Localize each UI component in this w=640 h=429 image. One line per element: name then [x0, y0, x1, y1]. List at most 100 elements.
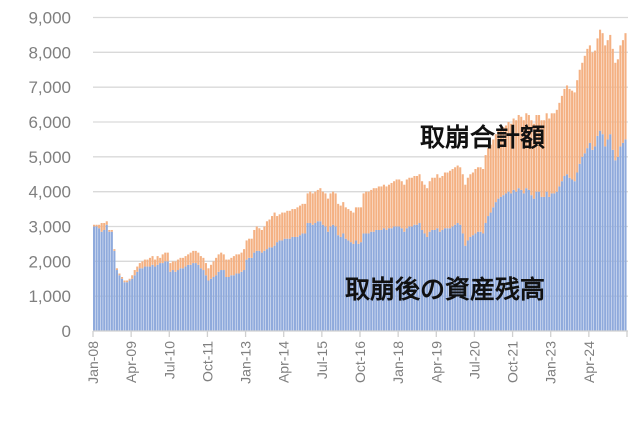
bar-withdrawal: [604, 45, 607, 147]
bar-balance: [482, 233, 485, 331]
bar-withdrawal: [194, 250, 197, 264]
bar-withdrawal: [375, 188, 378, 230]
bar-withdrawal: [146, 259, 149, 267]
bar-withdrawal: [466, 177, 469, 241]
bar-withdrawal: [555, 109, 558, 192]
x-tick-label: Jul-15: [314, 341, 330, 379]
bar-balance: [517, 188, 520, 331]
x-tick-label: Oct-21: [505, 341, 521, 383]
bar-balance: [276, 242, 279, 331]
bar-withdrawal: [138, 263, 141, 269]
bar-withdrawal: [482, 169, 485, 234]
bar-balance: [293, 236, 296, 331]
bar-balance: [367, 233, 370, 331]
bar-balance: [530, 195, 533, 331]
bar-balance: [237, 273, 241, 331]
bar-withdrawal: [504, 125, 508, 194]
bar-balance: [204, 275, 207, 331]
bar-withdrawal: [143, 259, 146, 267]
bar-balance: [288, 238, 291, 331]
bar-withdrawal: [428, 181, 431, 232]
bar-withdrawal: [459, 167, 462, 225]
bar-withdrawal: [291, 209, 294, 237]
bar-withdrawal: [586, 48, 589, 149]
bar-withdrawal: [342, 202, 345, 234]
bar-withdrawal: [431, 177, 434, 230]
bar-balance: [148, 266, 152, 331]
bar-balance: [344, 238, 347, 331]
bar-balance: [487, 216, 490, 331]
bar-balance: [187, 264, 190, 331]
bar-withdrawal: [436, 174, 439, 229]
bar-withdrawal: [507, 122, 510, 192]
bar-withdrawal: [265, 221, 268, 250]
bar-balance: [258, 250, 261, 331]
annotation-remaining-balance: 取崩後の資産残高: [345, 275, 545, 304]
bar-balance: [372, 231, 375, 331]
bar-balance: [586, 148, 589, 331]
bar-withdrawal: [288, 210, 291, 239]
bar-balance: [154, 266, 157, 331]
bar-withdrawal: [187, 254, 190, 265]
bar-withdrawal: [344, 207, 347, 239]
bar-withdrawal: [263, 226, 266, 251]
bar-withdrawal: [596, 38, 599, 136]
bar-balance: [255, 250, 258, 331]
bar-withdrawal: [591, 52, 594, 150]
bar-balance: [110, 231, 113, 331]
bar-withdrawal: [235, 254, 238, 274]
bar-balance: [520, 189, 523, 331]
bar-balance: [321, 224, 324, 331]
bar-balance: [329, 226, 332, 331]
bar-balance: [301, 233, 304, 331]
bar-withdrawal: [606, 40, 609, 140]
bar-balance: [395, 226, 398, 331]
bar-balance: [532, 198, 535, 331]
bar-withdrawal: [530, 120, 533, 196]
bar-withdrawal: [464, 184, 467, 246]
bar-balance: [527, 189, 530, 331]
bar-withdrawal: [365, 191, 368, 234]
bar-withdrawal: [131, 275, 134, 279]
x-axis-ticks: Jan-08 Apr-09 Jul-10 Oct-11 Jan-13 Apr-14 Jul-…: [85, 331, 628, 384]
bar-balance: [596, 135, 599, 331]
bar-balance: [578, 163, 581, 331]
bar-balance: [512, 189, 515, 331]
bar-withdrawal: [410, 177, 413, 227]
bar-withdrawal: [197, 252, 200, 265]
bar-balance: [349, 242, 352, 331]
bar-balance: [400, 228, 403, 331]
bar-withdrawal: [283, 212, 286, 239]
bar-balance: [161, 263, 164, 331]
bar-balance: [263, 250, 266, 331]
bar-withdrawal: [154, 259, 157, 267]
bar-withdrawal: [311, 193, 314, 225]
bar-balance: [120, 278, 124, 331]
bar-balance: [601, 134, 604, 331]
bar-balance: [306, 223, 309, 331]
bar-balance: [433, 229, 436, 331]
bar-balance: [146, 266, 149, 331]
bar-balance: [377, 229, 380, 331]
bar-balance: [174, 271, 177, 331]
bar-withdrawal: [192, 250, 195, 264]
bar-balance: [550, 193, 553, 331]
x-tick-label: Oct-16: [352, 341, 368, 383]
bar-balance: [207, 280, 210, 331]
bar-balance: [410, 226, 413, 331]
bar-withdrawal: [443, 172, 446, 229]
bar-balance: [143, 266, 146, 331]
bar-balance: [339, 236, 342, 331]
bar-balance: [588, 142, 591, 331]
bar-balance: [454, 224, 457, 331]
bar-balance: [382, 228, 385, 331]
bar-withdrawal: [403, 184, 406, 232]
bar-withdrawal: [576, 80, 579, 173]
bar-balance: [281, 240, 284, 331]
bar-withdrawal: [405, 179, 408, 229]
bar-balance: [553, 193, 556, 331]
bar-withdrawal: [260, 229, 263, 253]
bar-withdrawal: [329, 193, 332, 227]
bar-withdrawal: [362, 193, 365, 234]
bar-withdrawal: [609, 34, 612, 135]
